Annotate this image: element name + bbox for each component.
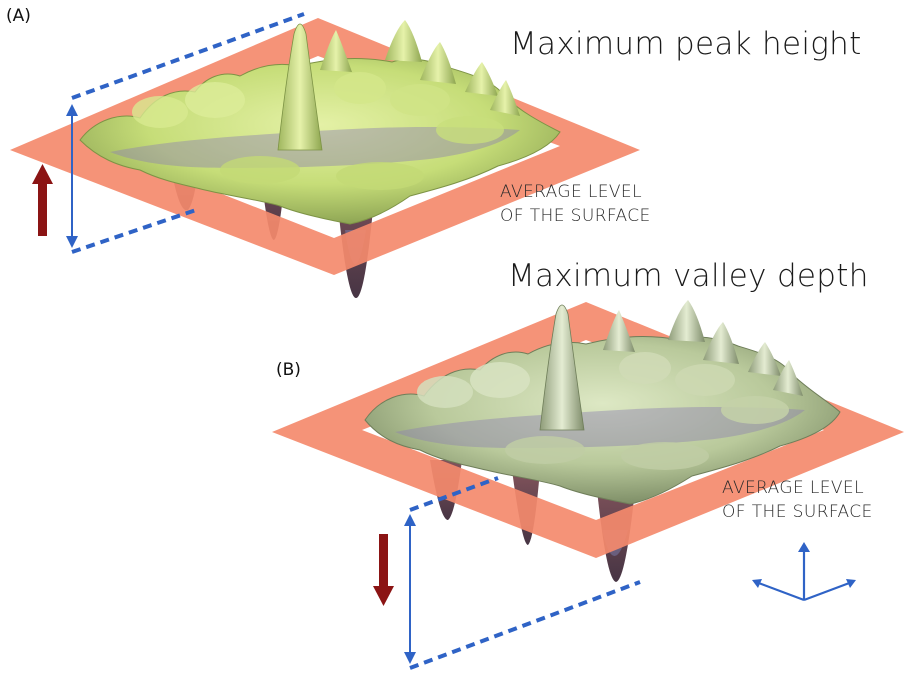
panel-a bbox=[10, 12, 640, 298]
panel-a-letter: (A) bbox=[6, 6, 31, 26]
panel-a-level-line1: AVERAGE LEVEL bbox=[500, 182, 642, 202]
up-arrow-icon bbox=[32, 164, 53, 236]
panel-b-heading: Maximum valley depth bbox=[508, 258, 869, 294]
max-peak-a bbox=[277, 23, 323, 151]
axes-icon bbox=[752, 542, 856, 602]
panel-a-heading: Maximum peak height bbox=[510, 26, 862, 62]
panel-b-level-line2: OF THE SURFACE bbox=[722, 502, 873, 522]
peak-height-arrow bbox=[66, 104, 78, 248]
rough-surface-b bbox=[364, 300, 841, 505]
panel-a-level-label: AVERAGE LEVEL OF THE SURFACE bbox=[500, 180, 651, 228]
panel-b-level-line1: AVERAGE LEVEL bbox=[722, 478, 864, 498]
panel-a-level-line2: OF THE SURFACE bbox=[500, 206, 651, 226]
valley-measure-b bbox=[409, 476, 641, 670]
panel-b-level-label: AVERAGE LEVEL OF THE SURFACE bbox=[722, 476, 873, 524]
valley-depth-arrow bbox=[404, 514, 416, 664]
mean-plane-a bbox=[10, 18, 640, 275]
rough-surface-a bbox=[79, 20, 561, 225]
max-peak-b bbox=[539, 304, 585, 431]
mean-plane-b bbox=[272, 302, 904, 558]
panel-b-letter: (B) bbox=[276, 360, 301, 380]
peak-measure-a bbox=[71, 12, 305, 254]
panel-b bbox=[272, 300, 904, 670]
down-arrow-icon bbox=[373, 534, 394, 606]
